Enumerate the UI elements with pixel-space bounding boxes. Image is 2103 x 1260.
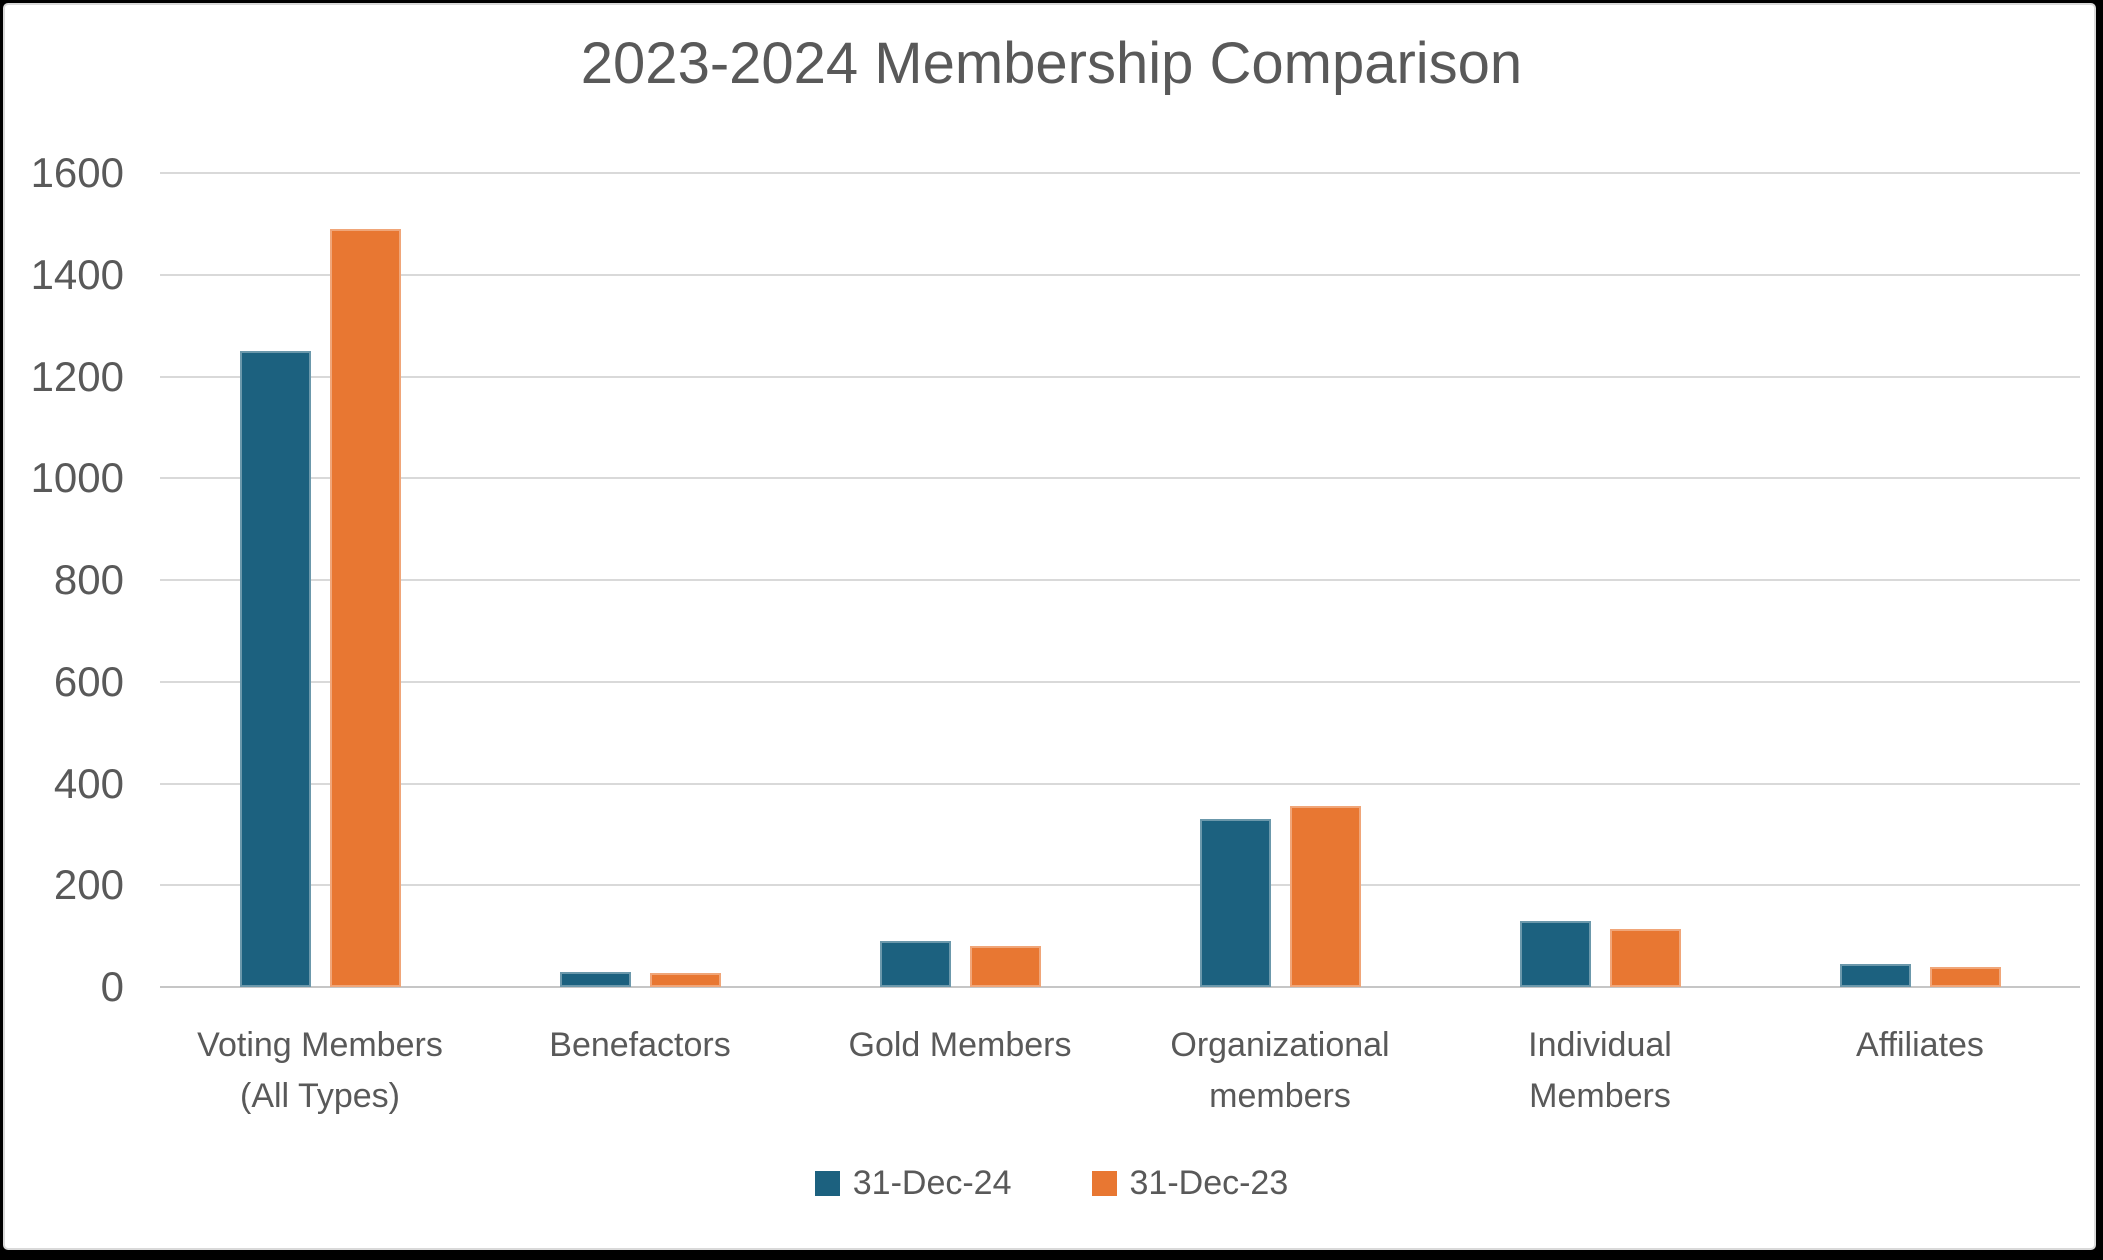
bar-31-dec-24 — [1519, 920, 1591, 987]
gridline — [160, 375, 2080, 378]
gridline — [160, 172, 2080, 174]
gridline — [160, 884, 2080, 887]
x-axis-label: Organizational members — [1170, 1026, 1390, 1115]
bar-31-dec-24 — [1199, 819, 1271, 987]
legend: 31-Dec-24 31-Dec-23 — [0, 1164, 2103, 1203]
gridline — [160, 273, 2080, 276]
gridline — [160, 477, 2080, 480]
y-axis-tick-label: 1400 — [30, 250, 124, 298]
bar-31-dec-24 — [879, 941, 951, 987]
y-axis-tick-label: 400 — [53, 759, 124, 807]
bar-group — [1760, 173, 2080, 987]
y-axis-tick-label: 600 — [53, 657, 124, 705]
bar-31-dec-23 — [1609, 928, 1681, 987]
y-axis-tick-label: 1200 — [30, 352, 124, 400]
y-axis-tick-label: 1600 — [30, 149, 124, 196]
chart-title: 2023-2024 Membership Comparison — [580, 31, 1523, 96]
x-axis-label: Individual Members — [1528, 1026, 1672, 1115]
x-axis-label: Gold Members — [848, 1026, 1072, 1064]
x-axis-label: Benefactors — [549, 1026, 731, 1064]
y-axis-tick-label: 1000 — [30, 454, 124, 502]
legend-label: 31-Dec-24 — [852, 1164, 1012, 1202]
y-axis-tick-label: 200 — [53, 861, 124, 909]
bar-31-dec-23 — [1289, 806, 1361, 987]
x-axis: Voting Members (All Types) Benefactors Gol… — [160, 1020, 2080, 1122]
legend-item: 31-Dec-23 — [1091, 1164, 1289, 1203]
y-axis-tick-label: 800 — [53, 556, 124, 603]
bar-group — [160, 173, 480, 987]
plot-area — [160, 172, 2080, 988]
x-axis-label: Voting Members (All Types) — [197, 1026, 443, 1115]
legend-swatch-icon — [814, 1171, 840, 1196]
bar-group — [480, 173, 800, 987]
x-axis-label: Affiliates — [1856, 1026, 1984, 1064]
bar-31-dec-23 — [649, 972, 721, 987]
gridline — [160, 579, 2080, 581]
y-axis-tick-label: 0 — [100, 963, 124, 1010]
legend-label: 31-Dec-23 — [1129, 1164, 1289, 1202]
bar-group — [800, 173, 1120, 987]
bar-31-dec-24 — [1839, 964, 1911, 987]
gridline — [160, 986, 2080, 988]
legend-item: 31-Dec-24 — [814, 1164, 1012, 1203]
bar-31-dec-24 — [239, 351, 311, 987]
bar-31-dec-23 — [969, 946, 1041, 987]
gridline — [160, 782, 2080, 785]
bar-31-dec-24 — [559, 971, 631, 987]
bar-group — [1440, 173, 1760, 987]
y-axis: 0 200 400 600 800 1000 1200 1400 1600 — [0, 149, 124, 1010]
bar-group — [1120, 173, 1440, 987]
bar-31-dec-23 — [329, 228, 401, 987]
legend-swatch-icon — [1091, 1171, 1117, 1196]
bar-31-dec-23 — [1929, 966, 2001, 987]
gridline — [160, 680, 2080, 683]
